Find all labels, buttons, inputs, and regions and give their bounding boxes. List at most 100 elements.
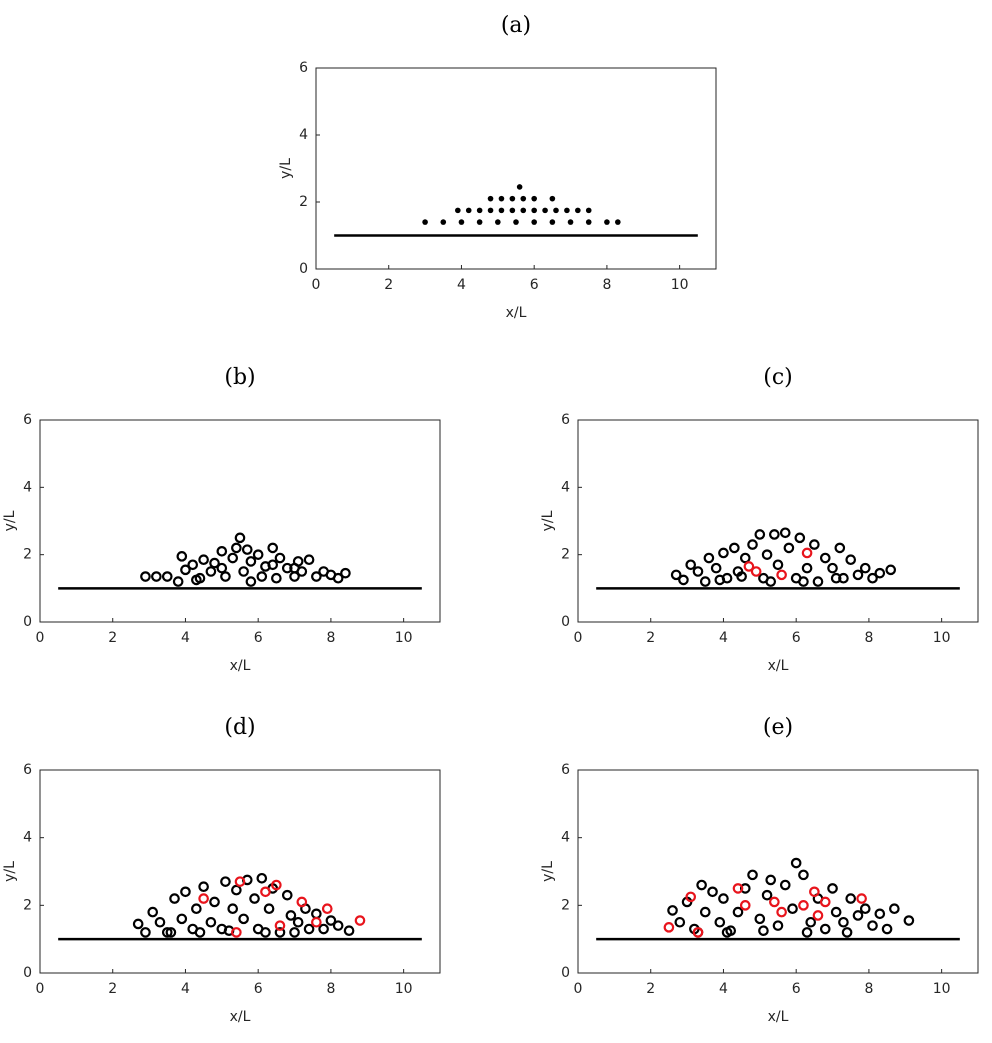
x-tick-label: 2 [646,630,655,646]
data-point [303,923,315,935]
x-tick-label: 10 [671,277,689,293]
data-point [798,900,809,911]
data-point [812,910,824,921]
y-tick-label: 6 [299,60,308,76]
x-tick-label: 6 [530,277,539,293]
x-tick-label: 2 [108,981,117,997]
data-point [790,857,802,869]
data-point [549,219,556,225]
data-point [238,913,249,925]
panel-title: (c) [763,365,793,390]
data-point [794,532,806,544]
data-point [845,554,857,566]
y-tick-label: 2 [561,897,570,913]
x-tick-label: 2 [646,981,655,997]
x-tick-label: 0 [312,277,321,293]
data-point [520,195,527,202]
data-point [422,219,428,225]
y-tick-label: 6 [561,412,570,428]
data-point [161,927,173,938]
x-tick-label: 10 [395,981,413,997]
data-point [263,903,275,915]
data-point [234,532,246,544]
data-point [476,219,483,225]
x-tick-label: 8 [864,630,873,646]
data-point [285,910,297,921]
data-point [267,542,279,554]
x-tick-label: 6 [254,630,263,646]
data-point [332,572,344,584]
data-point [140,927,151,938]
plot-frame [577,419,979,623]
data-point [209,896,220,908]
data-point [176,551,188,562]
data-point [238,566,249,577]
data-point [819,896,831,908]
data-point [498,207,505,214]
data-point [161,571,173,582]
data-point [147,906,159,918]
data-point [779,527,791,539]
y-tick-label: 4 [23,830,32,846]
data-point [531,195,537,202]
data-point [180,886,191,898]
data-point [707,886,718,898]
data-point [289,562,300,574]
data-point [531,219,537,225]
data-point [205,916,217,928]
data-point [881,923,893,935]
data-point [801,547,813,559]
data-point [172,576,184,587]
x-tick-label: 10 [933,981,951,997]
data-point [809,886,820,898]
data-point [564,207,570,214]
x-tick-label: 6 [254,981,263,997]
data-point [271,572,282,584]
data-point [495,219,501,225]
data-point [732,906,744,918]
data-point [132,918,144,930]
data-point [585,219,592,225]
data-point [198,554,209,566]
data-point [209,557,220,569]
y-axis-label: y/L [2,861,18,882]
data-point [772,920,784,931]
data-point [542,207,548,214]
data-point [718,893,729,904]
data-point [249,893,260,904]
data-point [321,903,333,915]
data-point [718,547,729,559]
data-point [205,566,217,577]
data-point [783,542,795,554]
data-point [549,195,556,202]
y-tick-label: 2 [23,897,32,913]
data-point [296,896,308,908]
data-point [772,559,784,571]
x-tick-label: 6 [792,981,801,997]
data-point [520,207,527,214]
panel-title: (e) [763,715,793,740]
x-tick-label: 2 [108,630,117,646]
data-point [176,913,188,925]
y-tick-label: 0 [299,261,308,277]
data-point [812,576,824,587]
data-point [747,869,758,881]
y-tick-label: 2 [23,547,32,563]
data-point [187,559,199,571]
data-point [252,549,264,560]
data-point [154,916,166,928]
data-point [827,883,838,894]
data-point [798,576,809,587]
data-point [714,574,726,586]
x-axis-label: x/L [768,658,789,674]
data-point [765,874,777,886]
x-tick-label: 4 [719,630,728,646]
data-point [801,927,813,938]
data-point [231,542,242,554]
data-point [732,883,744,894]
data-point [256,571,268,582]
data-point [739,883,751,894]
y-tick-label: 4 [561,830,570,846]
data-point [198,881,209,893]
data-point [191,574,202,586]
